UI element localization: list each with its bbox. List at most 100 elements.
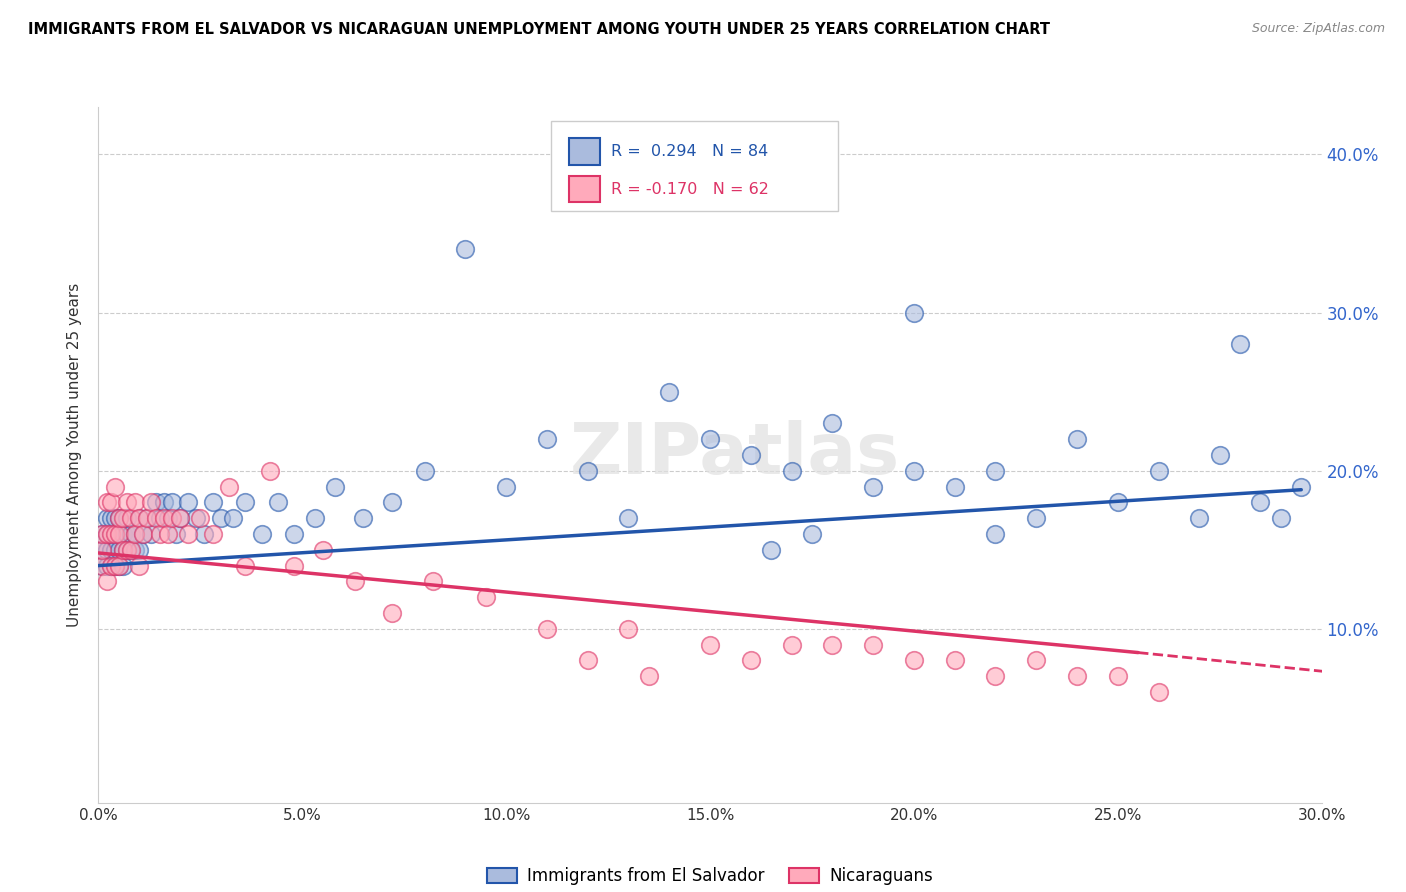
Point: [576, 653, 599, 667]
Point: [1025, 653, 1047, 667]
Point: [780, 464, 803, 478]
Point: [323, 479, 346, 493]
Point: [169, 511, 191, 525]
Point: [124, 542, 146, 557]
Point: [115, 527, 138, 541]
Point: [108, 511, 131, 525]
Point: [250, 527, 273, 541]
Text: R =  0.294   N = 84: R = 0.294 N = 84: [612, 145, 768, 160]
Point: [283, 558, 305, 573]
Point: [115, 542, 138, 557]
Point: [218, 479, 240, 493]
Point: [312, 542, 335, 557]
Legend: Immigrants from El Salvador, Nicaraguans: Immigrants from El Salvador, Nicaraguans: [481, 861, 939, 892]
Point: [91, 527, 114, 541]
Point: [111, 527, 134, 541]
Point: [124, 495, 146, 509]
Point: [474, 591, 498, 605]
Point: [352, 511, 374, 525]
Point: [943, 653, 966, 667]
Point: [658, 384, 681, 399]
Point: [111, 542, 134, 557]
Point: [96, 495, 118, 509]
Point: [222, 511, 245, 525]
Point: [903, 305, 925, 319]
Point: [91, 542, 114, 557]
Point: [576, 464, 599, 478]
Point: [1147, 464, 1170, 478]
Point: [201, 495, 224, 509]
Point: [104, 558, 127, 573]
Point: [115, 511, 138, 525]
Point: [124, 527, 146, 541]
Point: [699, 638, 721, 652]
Point: [91, 527, 114, 541]
Point: [141, 495, 163, 509]
Point: [115, 542, 138, 557]
Point: [1147, 685, 1170, 699]
Point: [1107, 669, 1129, 683]
Point: [156, 527, 179, 541]
Text: IMMIGRANTS FROM EL SALVADOR VS NICARAGUAN UNEMPLOYMENT AMONG YOUTH UNDER 25 YEAR: IMMIGRANTS FROM EL SALVADOR VS NICARAGUA…: [28, 22, 1050, 37]
Point: [108, 527, 131, 541]
Point: [233, 558, 256, 573]
Point: [96, 527, 118, 541]
Point: [862, 479, 884, 493]
Point: [100, 558, 122, 573]
Text: R = -0.170   N = 62: R = -0.170 N = 62: [612, 182, 769, 197]
Point: [128, 511, 150, 525]
Point: [108, 542, 131, 557]
Point: [454, 243, 477, 257]
Point: [1229, 337, 1251, 351]
Point: [96, 542, 118, 557]
Point: [152, 511, 174, 525]
Point: [1066, 669, 1088, 683]
Point: [149, 511, 172, 525]
Point: [638, 669, 661, 683]
Point: [96, 527, 118, 541]
Point: [104, 558, 127, 573]
Point: [100, 542, 122, 557]
Point: [120, 511, 142, 525]
Point: [801, 527, 824, 541]
Point: [149, 527, 172, 541]
Point: [156, 511, 179, 525]
FancyBboxPatch shape: [569, 138, 600, 164]
Point: [495, 479, 517, 493]
Point: [209, 511, 232, 525]
Point: [413, 464, 436, 478]
Point: [91, 558, 114, 573]
Point: [740, 653, 762, 667]
Point: [132, 527, 155, 541]
Point: [111, 511, 134, 525]
Point: [780, 638, 803, 652]
Point: [283, 527, 305, 541]
Point: [1107, 495, 1129, 509]
Point: [160, 495, 183, 509]
Point: [104, 527, 127, 541]
Point: [104, 542, 127, 557]
Point: [259, 464, 281, 478]
Point: [100, 558, 122, 573]
Point: [104, 479, 127, 493]
FancyBboxPatch shape: [551, 121, 838, 211]
Point: [422, 574, 444, 589]
Point: [267, 495, 290, 509]
Text: Source: ZipAtlas.com: Source: ZipAtlas.com: [1251, 22, 1385, 36]
Point: [124, 527, 146, 541]
Point: [1270, 511, 1292, 525]
Point: [233, 495, 256, 509]
Point: [193, 527, 215, 541]
Point: [177, 527, 200, 541]
Point: [141, 527, 163, 541]
Point: [344, 574, 367, 589]
Point: [617, 511, 640, 525]
Point: [108, 558, 131, 573]
Point: [536, 622, 558, 636]
Point: [104, 511, 127, 525]
Point: [903, 653, 925, 667]
FancyBboxPatch shape: [569, 176, 600, 202]
Point: [115, 495, 138, 509]
Point: [108, 558, 131, 573]
Point: [100, 527, 122, 541]
